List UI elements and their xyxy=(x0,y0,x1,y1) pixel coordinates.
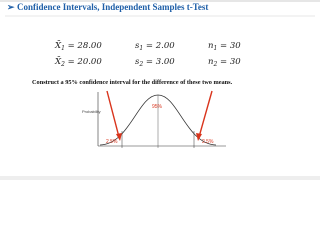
right-arrowhead xyxy=(196,133,202,141)
left-arrowhead xyxy=(116,133,122,141)
stat-subscript: 1 xyxy=(213,45,217,52)
stat-symbol: X̄ xyxy=(54,39,62,51)
stat-value: = 28.00 xyxy=(65,41,102,51)
statistic: s2 = 3.00 xyxy=(135,57,175,68)
statistic: X̄2 = 20.00 xyxy=(54,55,102,68)
stat-value: = 2.00 xyxy=(143,41,175,51)
axis-label: Probability xyxy=(82,109,101,114)
statistic: n1 = 30 xyxy=(208,41,241,52)
statistic: s1 = 2.00 xyxy=(135,41,175,52)
statistic: n2 = 30 xyxy=(208,57,241,68)
top-band xyxy=(0,0,320,2)
stat-value: = 30 xyxy=(217,57,241,67)
stat-subscript: 2 xyxy=(138,61,143,68)
stat-value: = 20.00 xyxy=(65,57,102,67)
left-tail-label: 2.5% xyxy=(106,139,118,145)
right-arrow xyxy=(198,90,213,138)
statistic: X̄1 = 28.00 xyxy=(54,39,102,52)
stat-symbol: n xyxy=(208,57,213,67)
stat-symbol: s xyxy=(135,41,140,51)
stat-value: = 30 xyxy=(217,41,241,51)
task-text: Construct a 95% confidence interval for … xyxy=(32,79,233,86)
bullet: ➢ xyxy=(7,2,15,12)
stat-value: = 3.00 xyxy=(143,57,175,67)
stat-subscript: 2 xyxy=(212,61,217,68)
stat-symbol: s xyxy=(135,57,140,67)
distribution-figure: Probability 95% 2.5% 2.5% xyxy=(82,90,226,148)
left-arrow xyxy=(106,90,120,138)
center-label: 95% xyxy=(152,104,163,110)
bottom-band xyxy=(0,176,320,180)
slide: ➢ Confidence Intervals, Independent Samp… xyxy=(0,0,320,180)
right-tail-label: 2.5% xyxy=(202,139,214,145)
stat-subscript: 1 xyxy=(139,45,143,52)
stat-symbol: n xyxy=(208,41,213,51)
slide-title: Confidence Intervals, Independent Sample… xyxy=(17,2,208,12)
stat-subscript: 2 xyxy=(60,61,65,68)
stat-subscript: 1 xyxy=(61,45,65,52)
stat-symbol: X̄ xyxy=(54,55,62,67)
stats: X̄1 = 28.00 s1 = 2.00 n1 = 30X̄2 = 20.00 s2… xyxy=(54,39,241,68)
background xyxy=(0,0,320,180)
